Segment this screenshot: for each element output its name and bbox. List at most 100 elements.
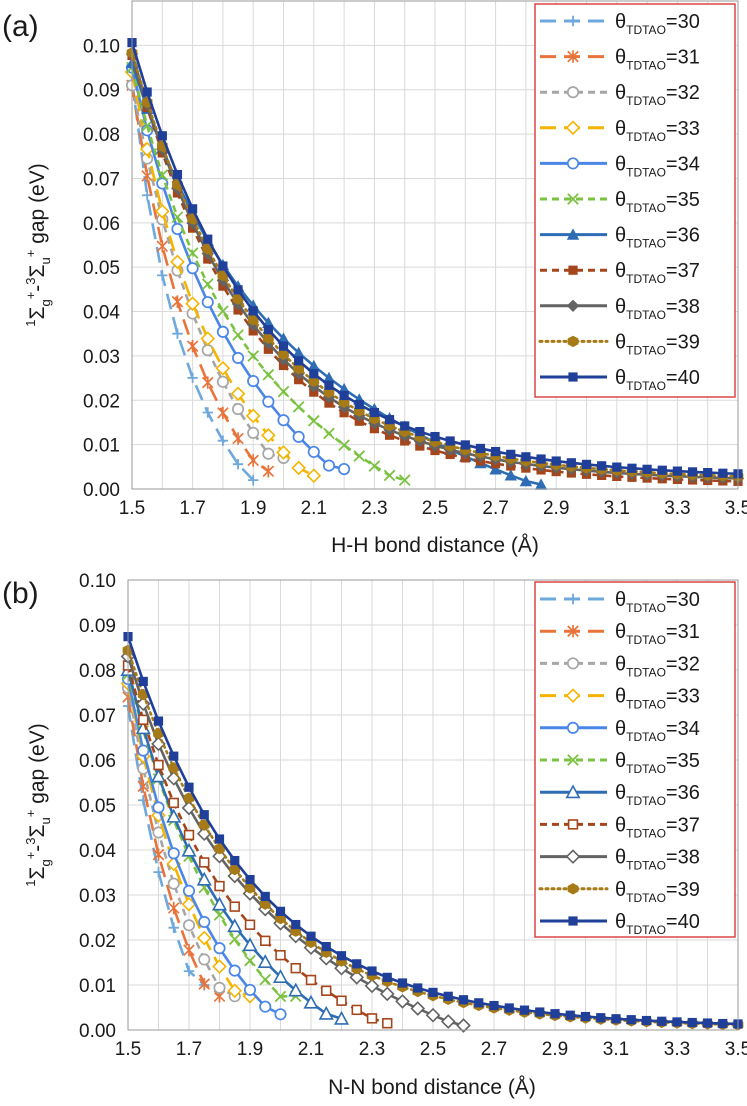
data-point-marker: [166, 771, 182, 786]
data-point-marker: [353, 450, 366, 462]
y-tick-label: 0.05: [83, 258, 120, 279]
legend-entry-theta-30: θTDTAO=30: [540, 11, 700, 37]
legend-marker-sample: [567, 335, 579, 348]
panel-a-legend: θTDTAO=30 θTDTAO=31 θTDTAO=32 θTDTAO=33 θTDT…: [534, 3, 736, 398]
data-point-marker: [489, 463, 502, 475]
legend-label: θTDTAO=33: [615, 686, 700, 712]
data-point-marker: [156, 240, 169, 253]
legend-marker-sample: [565, 849, 581, 864]
data-point-marker: [183, 829, 195, 841]
data-point-marker: [294, 356, 304, 366]
data-point-marker: [323, 427, 335, 440]
series-theta-40: [127, 38, 743, 479]
data-point-marker: [336, 951, 347, 961]
data-point-marker: [227, 983, 243, 999]
x-tick-label: 1.9: [237, 1039, 263, 1060]
data-point-marker: [203, 234, 213, 244]
data-point-marker: [182, 919, 196, 932]
y-tick-label: 0.07: [79, 706, 116, 727]
data-point-marker: [229, 901, 240, 912]
data-point-marker: [318, 1005, 334, 1020]
data-point-marker: [303, 994, 319, 1009]
data-point-marker: [186, 247, 199, 259]
panel-b-x-ticks: 1.5 1.7 1.9 2.1 2.3 2.5 2.7 2.9 3.1 3.3 3.5: [115, 1039, 747, 1060]
data-point-marker: [262, 332, 274, 344]
data-point-marker: [247, 350, 260, 362]
data-point-marker: [290, 962, 301, 974]
data-point-marker: [202, 407, 213, 418]
data-point-marker: [212, 848, 227, 864]
data-point-marker: [354, 399, 364, 410]
x-tick-label: 2.1: [298, 1039, 324, 1060]
data-point-marker: [168, 762, 180, 774]
data-point-marker: [217, 269, 229, 282]
legend-label: θTDTAO=33: [615, 118, 700, 144]
data-point-marker: [141, 119, 153, 132]
data-point-marker: [366, 1013, 378, 1024]
panel-a: (a) 0.00 0.01 0.02 0.03 0.04 0.05 0.06 0.07 0.08…: [2, 0, 747, 557]
data-point-marker: [196, 930, 212, 946]
data-point-marker: [167, 847, 180, 860]
data-point-marker: [641, 1015, 652, 1026]
data-point-marker: [232, 329, 244, 341]
panel-a-y-axis-label: 1Σg+-3Σu+ gap (eV): [23, 163, 53, 326]
data-point-marker: [445, 436, 455, 446]
data-point-marker: [198, 977, 211, 991]
legend-entry-theta-32: θTDTAO=32: [540, 82, 700, 108]
legend-label: θTDTAO=32: [615, 653, 700, 679]
data-point-marker: [201, 344, 214, 357]
data-point-marker: [687, 1017, 697, 1028]
data-point-marker: [672, 1017, 682, 1027]
data-point-marker: [184, 782, 194, 792]
legend-marker-sample: [565, 784, 581, 799]
data-point-marker: [352, 959, 362, 969]
data-point-marker: [333, 1010, 350, 1025]
data-point-marker: [460, 440, 470, 450]
panel-a-x-axis-label: H-H bond distance (Å): [331, 534, 539, 557]
legend-label: θTDTAO=39: [615, 331, 700, 357]
data-point-marker: [565, 1010, 575, 1020]
data-point-marker: [534, 478, 548, 490]
data-point-marker: [334, 960, 349, 976]
data-point-marker: [168, 922, 179, 933]
data-point-marker: [504, 469, 517, 481]
data-point-marker: [702, 1018, 713, 1028]
data-point-marker: [383, 469, 396, 482]
data-point-marker: [367, 966, 377, 976]
y-tick-label: 0.00: [79, 1021, 116, 1042]
data-point-marker: [229, 863, 241, 876]
data-point-marker: [215, 360, 231, 376]
data-point-marker: [260, 935, 271, 947]
data-point-marker: [187, 372, 198, 384]
data-point-marker: [369, 407, 379, 418]
y-tick-label: 0.09: [83, 81, 120, 102]
data-point-marker: [581, 459, 592, 469]
data-point-marker: [248, 474, 259, 486]
data-point-marker: [227, 918, 243, 933]
data-point-marker: [232, 351, 245, 364]
legend-marker-sample: [565, 688, 581, 703]
panel-b-plot-frame: [127, 579, 739, 1031]
y-tick-label: 0.08: [83, 125, 120, 146]
data-point-marker: [519, 474, 533, 487]
data-point-marker: [243, 983, 257, 996]
legend-label: θTDTAO=38: [615, 296, 700, 322]
data-point-marker: [230, 855, 240, 866]
legend-marker-sample: [566, 157, 580, 170]
data-point-marker: [199, 810, 209, 820]
data-point-marker: [172, 169, 183, 180]
legend-label: θTDTAO=37: [615, 814, 700, 840]
data-point-marker: [152, 801, 165, 814]
data-point-marker: [198, 819, 210, 831]
data-point-marker: [318, 951, 334, 966]
data-point-marker: [186, 262, 199, 275]
legend-marker-sample: [566, 657, 580, 670]
series-line: [130, 85, 270, 473]
data-point-marker: [274, 1008, 287, 1021]
series-theta-30: [122, 700, 210, 991]
legend-marker-sample: [567, 193, 579, 205]
legend-label: θTDTAO=31: [615, 621, 700, 647]
panel-a-series: [124, 38, 745, 490]
x-tick-label: 2.7: [482, 498, 508, 519]
